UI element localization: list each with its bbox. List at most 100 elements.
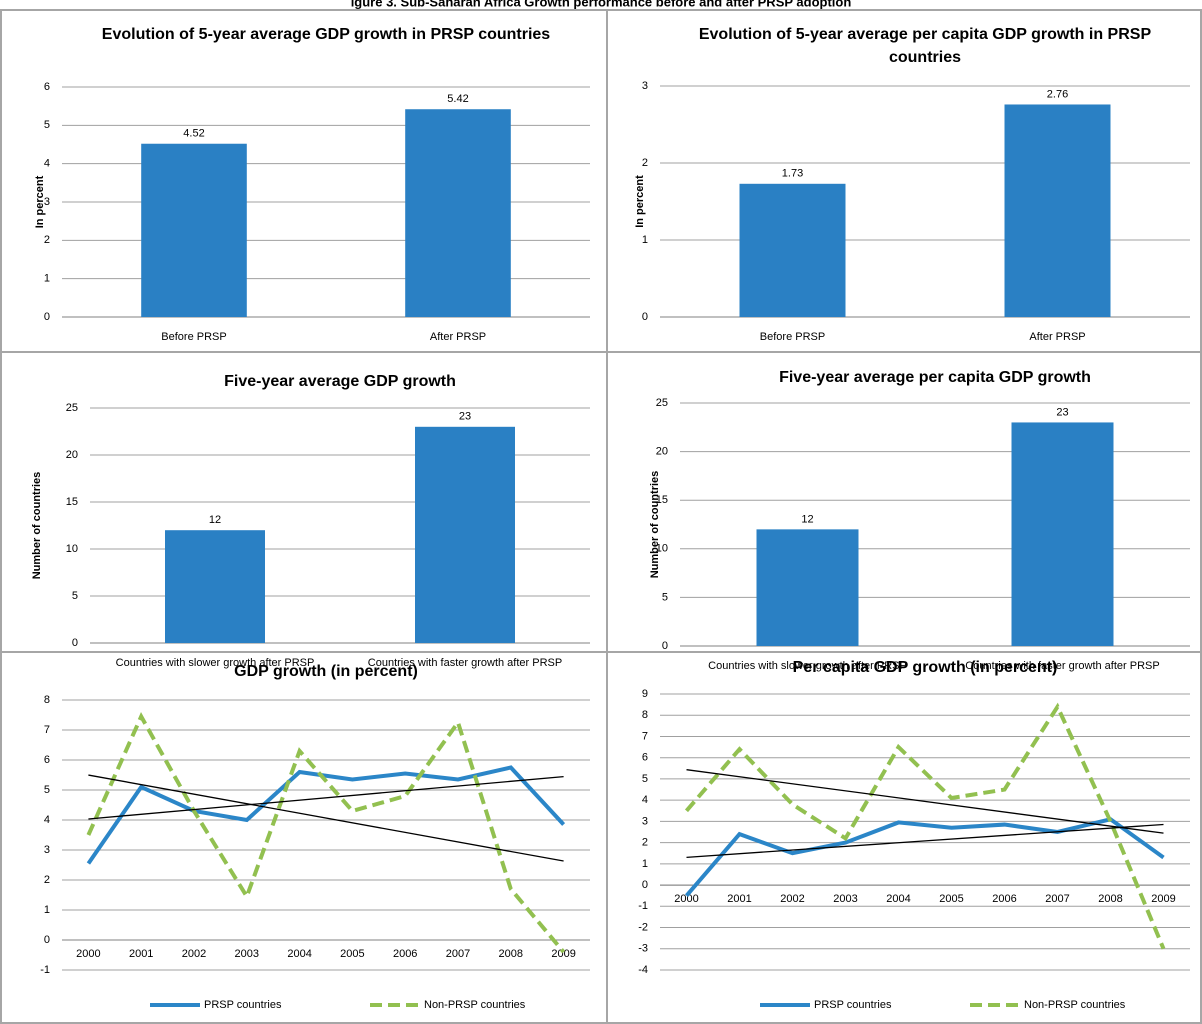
bar xyxy=(165,530,265,643)
bar xyxy=(415,426,515,643)
x-tick-label: 2008 xyxy=(1098,893,1122,905)
frame xyxy=(0,9,1202,1024)
y-tick-label: 0 xyxy=(642,879,648,891)
y-tick-label: -1 xyxy=(638,900,648,912)
y-tick-label: 3 xyxy=(44,196,50,208)
value-label: 2.76 xyxy=(1047,88,1068,100)
y-tick-label: 1 xyxy=(44,904,50,916)
y-axis-label: In percent xyxy=(634,175,646,228)
value-label: 5.42 xyxy=(447,93,468,105)
x-tick-label: 2001 xyxy=(727,893,751,905)
value-label: 12 xyxy=(209,514,221,526)
trendline xyxy=(686,823,1164,859)
bar xyxy=(405,109,511,317)
figure-title: igure 3. Sub-Saharan Africa Growth perfo… xyxy=(351,0,852,9)
value-label: 23 xyxy=(459,411,471,423)
y-tick-label: 9 xyxy=(642,688,648,700)
x-tick-label: Countries with slower growth after PRSP xyxy=(116,657,315,669)
y-axis-label: In percent xyxy=(34,175,46,228)
y-tick-label: 3 xyxy=(44,844,50,856)
y-tick-label: -3 xyxy=(638,943,648,955)
x-tick-label: 2009 xyxy=(1151,893,1175,905)
x-tick-label: 2006 xyxy=(393,948,417,960)
legend-label: Non-PRSP countries xyxy=(1024,999,1126,1011)
y-tick-label: 2 xyxy=(642,837,648,849)
x-tick-label: Countries with faster growth after PRSP xyxy=(965,660,1159,672)
x-tick-label: 2009 xyxy=(551,948,575,960)
line-series xyxy=(684,817,1165,897)
y-tick-label: 0 xyxy=(72,637,78,649)
y-tick-label: 1 xyxy=(44,273,50,285)
y-tick-label: 5 xyxy=(44,784,50,796)
y-tick-label: 1 xyxy=(642,858,648,870)
legend-label: PRSP countries xyxy=(204,999,282,1011)
y-tick-label: 10 xyxy=(66,543,78,555)
y-tick-label: 0 xyxy=(44,311,50,323)
y-tick-label: 20 xyxy=(66,449,78,461)
y-tick-label: -2 xyxy=(638,921,648,933)
y-tick-label: 2 xyxy=(44,234,50,246)
chart-title: Five-year average GDP growth xyxy=(224,373,456,390)
x-tick-label: Before PRSP xyxy=(760,331,825,343)
chart-title: GDP growth (in percent) xyxy=(234,663,418,680)
trendline xyxy=(686,769,1164,834)
bar xyxy=(1004,104,1111,317)
y-tick-label: 4 xyxy=(44,158,50,170)
trendline xyxy=(88,775,564,820)
value-label: 12 xyxy=(801,513,813,525)
x-tick-label: 2004 xyxy=(886,893,910,905)
y-tick-label: 20 xyxy=(656,446,668,458)
x-tick-label: 2003 xyxy=(833,893,857,905)
y-tick-label: 6 xyxy=(642,752,648,764)
line-series xyxy=(86,765,566,865)
x-tick-label: Countries with slower growth after PRSP xyxy=(708,660,907,672)
bar xyxy=(739,183,846,317)
y-tick-label: 25 xyxy=(656,397,668,409)
y-tick-label: 1 xyxy=(642,234,648,246)
y-tick-label: 10 xyxy=(656,543,668,555)
value-label: 1.73 xyxy=(782,168,803,180)
x-tick-label: 2000 xyxy=(674,893,698,905)
bar xyxy=(756,529,859,646)
y-tick-label: -4 xyxy=(638,964,648,976)
x-tick-label: 2002 xyxy=(182,948,206,960)
y-tick-label: 7 xyxy=(642,730,648,742)
chart-title: Per capita GDP growth (in percent) xyxy=(793,659,1058,676)
y-tick-label: 0 xyxy=(642,311,648,323)
line-series xyxy=(684,702,1166,950)
y-axis-label: Number of countries xyxy=(31,472,43,580)
legend-label: Non-PRSP countries xyxy=(424,999,526,1011)
y-axis-label: Number of countries xyxy=(649,471,661,579)
y-tick-label: 8 xyxy=(642,709,648,721)
y-tick-label: 5 xyxy=(72,590,78,602)
x-tick-label: 2008 xyxy=(499,948,523,960)
y-tick-label: 0 xyxy=(44,934,50,946)
x-tick-label: 2006 xyxy=(992,893,1016,905)
y-tick-label: -1 xyxy=(40,964,50,976)
x-tick-label: Countries with faster growth after PRSP xyxy=(368,657,562,669)
x-tick-label: 2007 xyxy=(1045,893,1069,905)
x-tick-label: 2003 xyxy=(235,948,259,960)
y-tick-label: 0 xyxy=(662,640,668,652)
x-tick-label: Before PRSP xyxy=(161,331,226,343)
y-tick-label: 5 xyxy=(44,119,50,131)
y-tick-label: 4 xyxy=(642,794,648,806)
y-tick-label: 25 xyxy=(66,402,78,414)
value-label: 23 xyxy=(1056,406,1068,418)
y-tick-label: 2 xyxy=(44,874,50,886)
x-tick-label: 2004 xyxy=(287,948,311,960)
y-tick-label: 5 xyxy=(642,773,648,785)
y-tick-label: 5 xyxy=(662,591,668,603)
y-tick-label: 15 xyxy=(66,496,78,508)
x-tick-label: After PRSP xyxy=(430,331,486,343)
x-tick-label: 2000 xyxy=(76,948,100,960)
chart-title: Evolution of 5-year average per capita G… xyxy=(699,26,1152,66)
y-tick-label: 6 xyxy=(44,81,50,93)
y-tick-label: 7 xyxy=(44,724,50,736)
y-tick-label: 4 xyxy=(44,814,50,826)
y-tick-label: 15 xyxy=(656,494,668,506)
bar xyxy=(141,143,247,317)
x-tick-label: 2005 xyxy=(939,893,963,905)
x-tick-label: 2005 xyxy=(340,948,364,960)
